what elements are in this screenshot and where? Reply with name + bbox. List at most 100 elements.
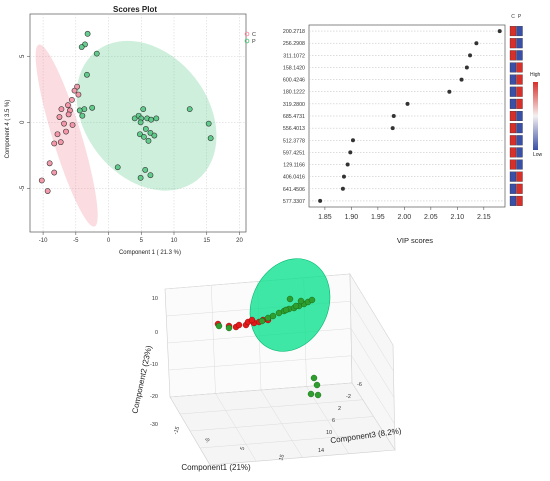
score-point-p	[137, 174, 144, 181]
z3d-tick-label: -2	[346, 394, 351, 400]
scores-xtick-label: 0	[107, 238, 111, 244]
vip-heat-cell-c	[509, 159, 517, 170]
score-point-p	[131, 115, 138, 122]
vip-feature-label: 200.2718	[283, 29, 305, 35]
z3d-tick-label: 14	[318, 448, 324, 454]
score-point-p	[84, 30, 91, 37]
score-point-c	[61, 120, 67, 127]
scores-xtick-label: 5	[140, 238, 144, 244]
point-3d-p	[269, 312, 277, 320]
score-point-p	[93, 50, 100, 57]
vip-feature-label: 641.4506	[283, 187, 305, 193]
z3d-tick-label: 10	[326, 430, 332, 436]
scores-ytick-label: 5	[20, 54, 26, 58]
vip-feature-label: 406.0416	[283, 175, 305, 181]
score-point-c	[51, 169, 58, 176]
vip-heat-cell-p	[516, 110, 523, 122]
score-point-c	[71, 87, 78, 94]
vip-feature-label: 180.1222	[283, 90, 305, 96]
vip-heat-cell-p	[516, 74, 523, 85]
vip-heat-cell-c	[509, 26, 517, 37]
score-point-c	[65, 111, 72, 118]
grid-3d-side	[350, 301, 394, 372]
vip-feature-label: 685.4731	[283, 114, 305, 120]
vip-heat-cell-c	[509, 86, 517, 97]
vip-feature-label: 319.2800	[283, 102, 305, 108]
score-point-c	[74, 83, 81, 90]
vip-heat-cell-p	[516, 159, 523, 170]
point-3d-p	[314, 391, 322, 399]
score-point-p	[142, 126, 149, 132]
x3d-tick-label: 5	[240, 446, 247, 451]
scores-xtick-label: -10	[39, 238, 48, 244]
score-point-c	[65, 102, 71, 109]
x3d-tick-label: -5	[204, 437, 211, 444]
vip-heat-cell-p	[516, 86, 523, 97]
score-point-c	[38, 177, 45, 184]
score-point-p	[78, 44, 85, 50]
vip-plot-frame	[308, 24, 506, 208]
vip-point	[350, 138, 355, 143]
grid-3d-floor2	[199, 433, 385, 449]
vip-heat-cell-c	[509, 147, 517, 158]
grid-3d-floor	[306, 386, 349, 454]
grid-3d-side	[351, 355, 395, 424]
vip-heat-cell-c	[509, 74, 517, 85]
vip-heat-cell-p	[516, 183, 523, 194]
scores-legend-label: C	[252, 32, 256, 38]
y3d-tick-label: -20	[150, 394, 158, 400]
x3d-tick-label: 15	[278, 454, 286, 462]
point-3d-p	[313, 381, 321, 389]
vip-feature-label: 512.3778	[283, 138, 305, 144]
vip-heat-cell-c	[509, 183, 517, 194]
score-point-p	[147, 172, 154, 179]
point-3d-c	[248, 316, 256, 324]
vip-feature-label: 256.2908	[283, 41, 305, 47]
point-3d-p	[215, 322, 223, 330]
p-ellipsoid	[249, 258, 331, 352]
score-point-p	[153, 115, 160, 122]
vip-point	[348, 150, 353, 155]
scores-xtick-label: 15	[203, 238, 210, 244]
point-3d-p	[292, 302, 300, 310]
score-point-c	[58, 106, 65, 113]
score-point-c	[44, 188, 51, 194]
vip-point	[318, 198, 323, 203]
vip-heat-cell-c	[509, 38, 517, 49]
grid-3d-floor2	[189, 416, 374, 432]
score-point-p	[140, 106, 147, 113]
vip-heat-cell-p	[516, 38, 523, 49]
z3d-tick-label: 6	[332, 418, 335, 424]
vip-feature-label: 597.4251	[283, 150, 305, 156]
scores-legend-marker-p	[244, 38, 250, 44]
y3d-tick-label: 0	[155, 330, 158, 336]
score-point-c	[46, 160, 53, 167]
z3d-tick-label: 2	[338, 406, 341, 412]
point-3d-p	[308, 296, 316, 304]
vip-heat-cell-p	[516, 50, 523, 61]
vip-point	[468, 53, 473, 58]
score-point-p	[140, 133, 147, 140]
scores-xtick-label: -5	[73, 238, 79, 244]
y3d-tick-label: 10	[152, 296, 158, 302]
vip-feature-label: 311.1072	[283, 53, 305, 59]
vip-feature-label: 556.4013	[283, 126, 305, 132]
vip-point	[405, 101, 410, 106]
vip-point	[447, 89, 452, 94]
point-3d-p	[258, 317, 266, 325]
score-point-p	[137, 131, 143, 138]
vip-heat-cell-c	[509, 50, 517, 61]
vip-feature-label: 600.4246	[283, 78, 305, 84]
point-3d-p	[297, 297, 305, 305]
vip-point	[391, 114, 396, 118]
vip-heat-col-label: P	[518, 14, 522, 20]
vip-heat-cell-p	[516, 195, 523, 206]
score-point-p	[137, 119, 144, 126]
grid-3d-side	[349, 273, 394, 346]
scores-xtick-label: 20	[236, 238, 243, 244]
score-point-p	[84, 71, 90, 78]
score-point-p	[148, 116, 154, 123]
vip-heat-cell-c	[509, 171, 517, 182]
score-point-p	[79, 112, 86, 119]
scores-xtick-label: 10	[171, 238, 178, 244]
